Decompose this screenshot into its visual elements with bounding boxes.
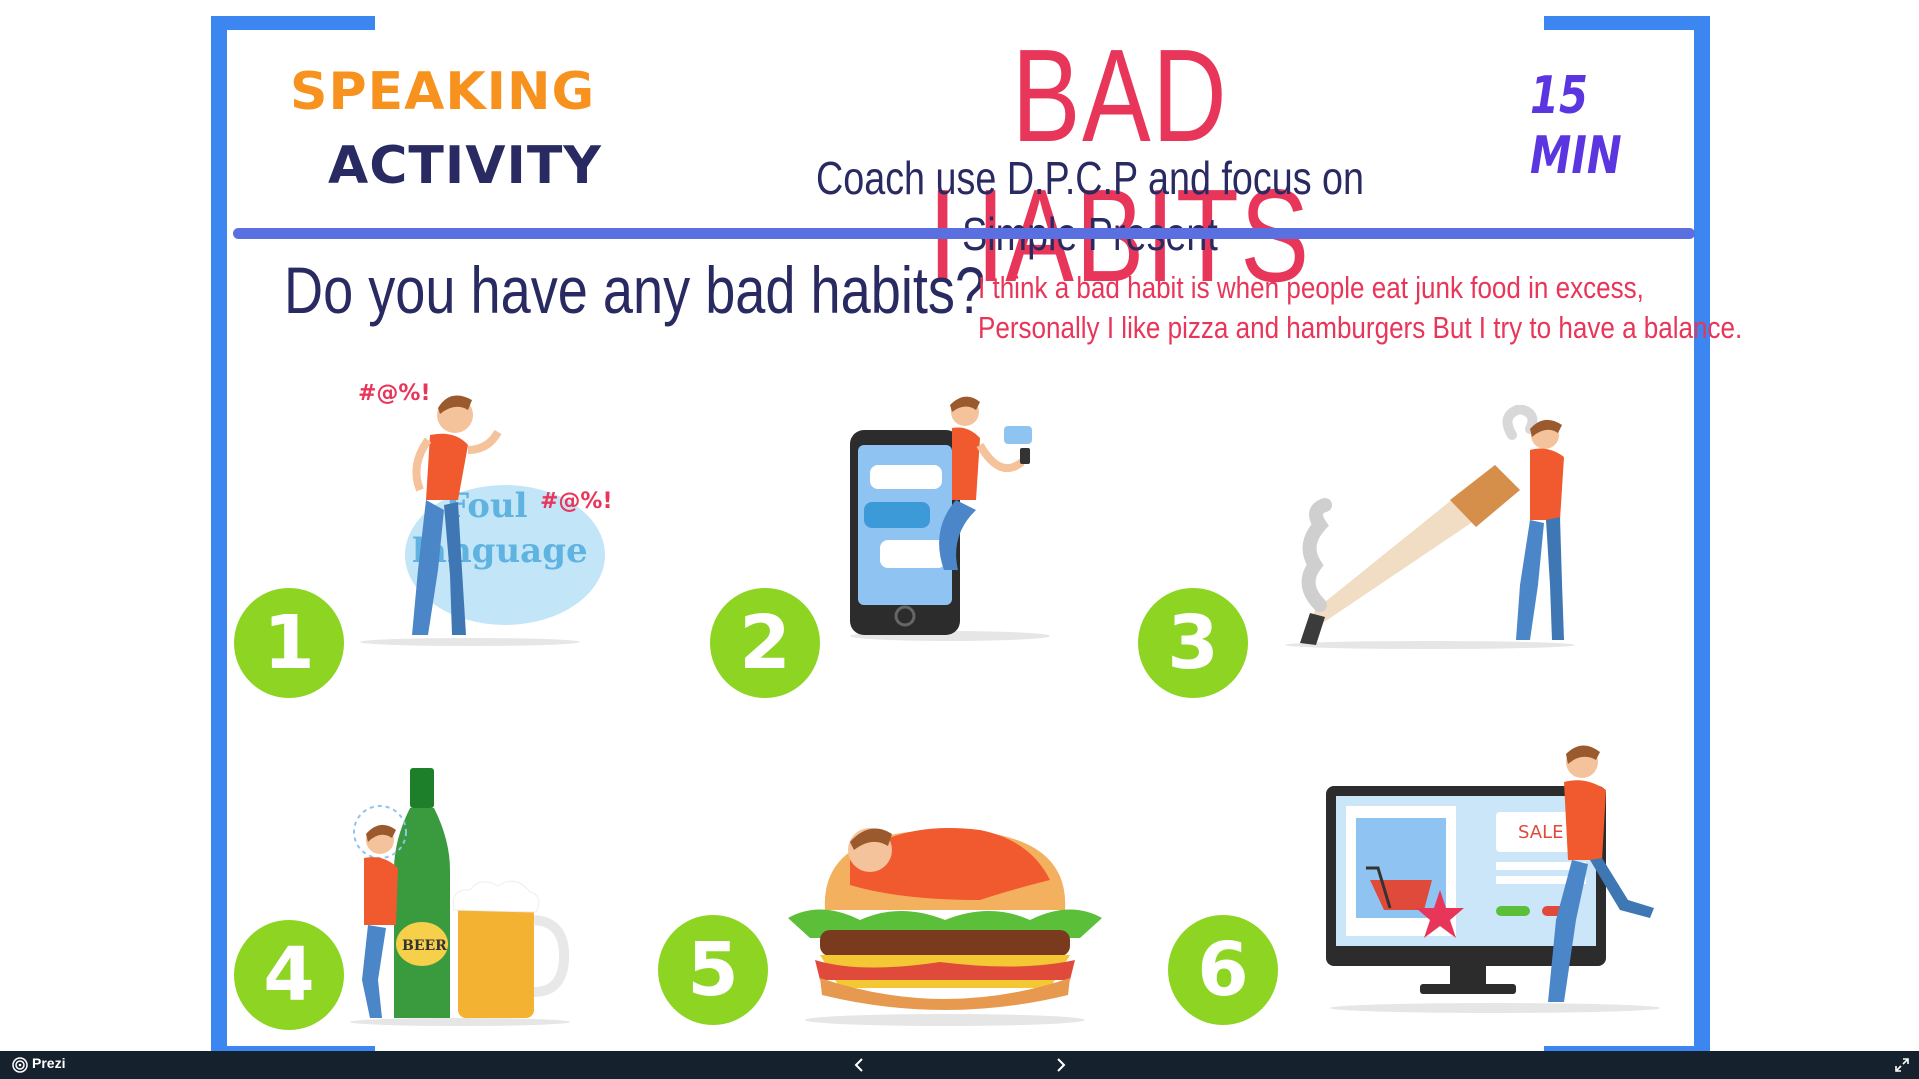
discussion-question: Do you have any bad habits? — [284, 253, 986, 327]
hamburger-illustration — [788, 828, 1102, 1026]
swear-symbols-1: #@%! — [358, 381, 431, 406]
bubble-word-2: language — [412, 531, 588, 571]
activity-label: ACTIVITY — [328, 136, 602, 196]
header-divider — [233, 228, 1695, 239]
expand-icon[interactable] — [1894, 1057, 1910, 1073]
presentation-slide: SPEAKING ACTIVITY BAD HABITS Coach use D… — [211, 16, 1743, 1051]
smartphone-illustration — [850, 396, 1050, 641]
app-name: Prezi — [32, 1055, 66, 1071]
smoking-illustration — [1285, 405, 1575, 649]
habit-number-1: 1 — [234, 588, 344, 698]
frame-bottom-right — [1544, 1046, 1710, 1051]
beer-illustration: BEER — [350, 768, 570, 1026]
duration-label: 15 MIN — [1530, 66, 1622, 186]
sale-tag: SALE — [1518, 822, 1563, 843]
sample-answer: I think a bad habit is when people eat j… — [978, 268, 1743, 348]
viewer-toolbar: Prezi — [0, 1051, 1919, 1079]
frame-top-right — [1544, 16, 1710, 30]
frame-right — [1694, 16, 1710, 1051]
slide-subtitle: Coach use D.P.C.P and focus on Simple Pr… — [816, 152, 1364, 260]
chevron-right-icon[interactable] — [1050, 1055, 1070, 1075]
chevron-left-icon[interactable] — [850, 1055, 870, 1075]
habit-number-6: 6 — [1168, 915, 1278, 1025]
habit-number-2: 2 — [710, 588, 820, 698]
frame-left — [211, 16, 227, 1051]
sample-answer-line-1: I think a bad habit is when people eat j… — [978, 270, 1644, 305]
swear-symbols-2: #@%! — [540, 489, 610, 514]
online-shopping-illustration: SALE — [1326, 745, 1660, 1013]
habit-number-3: 3 — [1138, 588, 1248, 698]
habit-number-4: 4 — [234, 920, 344, 1030]
frame-bottom-left — [211, 1046, 375, 1051]
speaking-label: SPEAKING — [290, 62, 596, 122]
habit-number-5: 5 — [658, 915, 768, 1025]
sample-answer-line-2: Personally I like pizza and hamburgers B… — [978, 310, 1743, 345]
frame-top-left — [211, 16, 375, 30]
beer-label: BEER — [402, 938, 447, 954]
foul-language-illustration: Foul language #@%! #@%! — [358, 381, 610, 646]
prezi-logo-icon — [12, 1057, 28, 1073]
